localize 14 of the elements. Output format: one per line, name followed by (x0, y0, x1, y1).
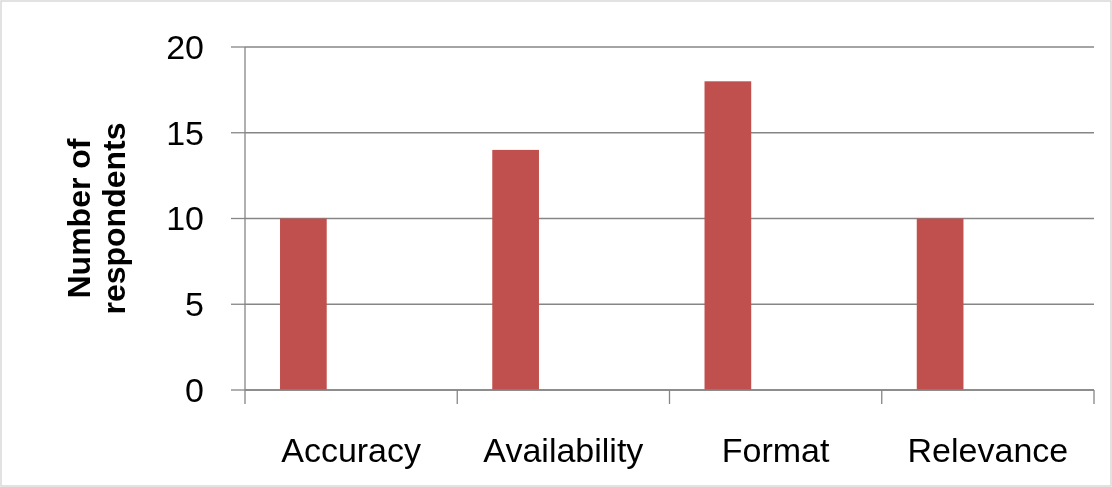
y-tick-label: 5 (185, 285, 204, 324)
x-tick-label: Accuracy (281, 431, 422, 469)
bar (492, 149, 539, 390)
x-tick-label: Format (721, 431, 831, 469)
x-tick-label: Relevance (907, 431, 1069, 469)
bar (916, 218, 964, 390)
y-tick-label: 15 (166, 113, 204, 152)
y-tick-label: 0 (185, 370, 204, 409)
x-tick-label: Availability (483, 431, 644, 469)
y-tick-label: 10 (166, 199, 204, 238)
y-tick-label: 20 (166, 27, 204, 66)
y-axis-title: Number of respondents (61, 122, 133, 315)
bar (704, 81, 752, 390)
bar (280, 218, 327, 390)
